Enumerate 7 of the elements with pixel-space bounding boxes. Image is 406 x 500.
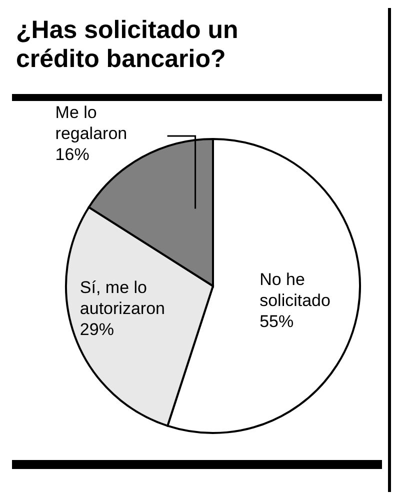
data-label: 16% [55,145,90,164]
data-label: 55% [260,312,294,331]
slice-label: No he solicitado [260,270,330,310]
chart-title: ¿Has solicitado un crédito bancario? [16,16,238,73]
slice-label: Sí, me lo autorizaron [80,278,165,318]
slice-label: Me lo regalaron [55,103,128,143]
data-label: 29% [80,320,114,339]
